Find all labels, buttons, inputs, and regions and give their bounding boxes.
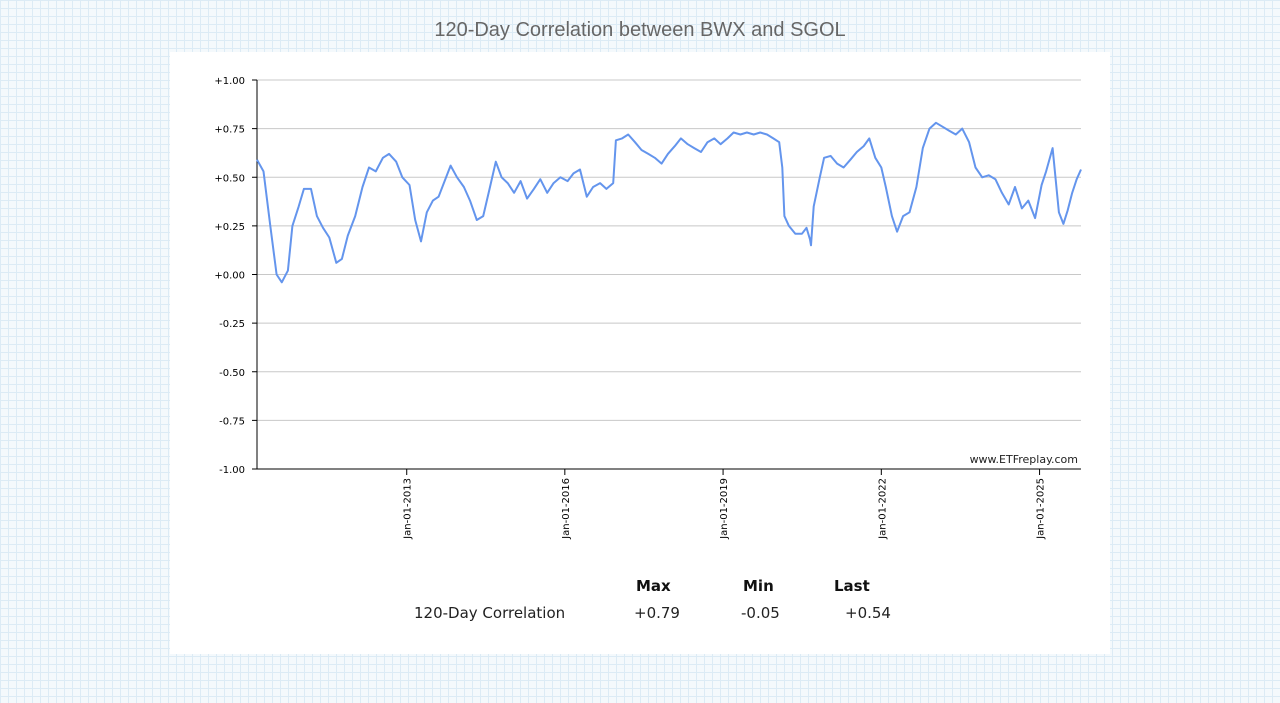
x-tick-label: Jan-01-2013 — [403, 478, 414, 540]
y-tick-label: +0.75 — [214, 125, 245, 136]
y-tick-label: -0.25 — [219, 319, 245, 330]
x-tick-label: Jan-01-2022 — [877, 478, 888, 540]
y-tick-label: -0.75 — [219, 416, 245, 427]
x-tick-label: Jan-01-2019 — [719, 478, 730, 540]
page-title: 120-Day Correlation between BWX and SGOL — [434, 19, 846, 41]
y-tick-label: +0.25 — [214, 222, 245, 233]
y-tick-label: +1.00 — [214, 76, 245, 87]
stats-value-min: -0.05 — [741, 604, 780, 622]
stats-header-max: Max — [636, 577, 671, 595]
x-tick-label: Jan-01-2016 — [561, 478, 572, 540]
grid — [257, 79, 1081, 470]
stats-row-label: 120-Day Correlation — [414, 604, 566, 622]
series-line-correlation — [256, 121, 1082, 284]
y-tick-label: -1.00 — [219, 465, 245, 476]
axes: +1.00 +0.75 +0.50 +0.25 +0.00 -0.25 -0.50 -0.75… — [214, 76, 1081, 540]
correlation-chart: +1.00 +0.75 +0.50 +0.25 +0.00 -0.25 -0.50 -0.75… — [214, 76, 1082, 540]
stats-header-min: Min — [743, 577, 774, 595]
y-tick-label: -0.50 — [219, 368, 245, 379]
stats-value-max: +0.79 — [634, 604, 680, 622]
stats-value-last: +0.54 — [845, 604, 891, 622]
chart-panel: +1.00 +0.75 +0.50 +0.25 +0.00 -0.25 -0.50 -0.75… — [170, 52, 1110, 654]
y-tick-label: +0.00 — [214, 271, 245, 282]
x-tick-label: Jan-01-2025 — [1036, 478, 1047, 540]
stats-header-last: Last — [834, 577, 870, 595]
y-tick-label: +0.50 — [214, 173, 245, 184]
series — [256, 121, 1082, 284]
watermark: www.ETFreplay.com — [970, 453, 1078, 466]
